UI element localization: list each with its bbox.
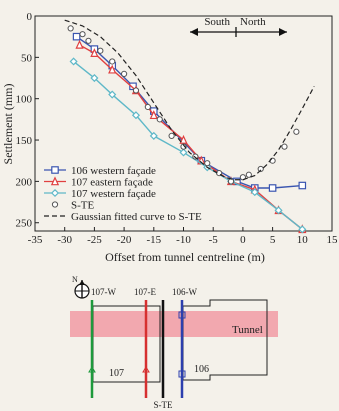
- plan-diagram: Tunnel 107 106 107-W 107-E 106-W S-TE N: [70, 275, 278, 410]
- legend-entry: 106 western façade: [44, 165, 156, 177]
- x-axis-label: Offset from tunnel centreline (m): [105, 250, 265, 264]
- data-point: [109, 58, 116, 65]
- north-arrowhead-icon: [279, 28, 287, 36]
- label-107-e: 107-E: [134, 287, 156, 297]
- tunnel-band: [70, 311, 278, 337]
- label-106-w: 106-W: [172, 287, 197, 297]
- north-label: N: [72, 275, 78, 284]
- legend-label: 107 eastern façade: [71, 177, 153, 189]
- building-107-label: 107: [109, 368, 124, 379]
- x-tick-label: -10: [176, 234, 191, 246]
- y-tick-label: 200: [16, 176, 33, 188]
- legend-entry: 107 western façade: [44, 188, 156, 200]
- legend-entry: 107 eastern façade: [44, 176, 153, 189]
- data-point: [72, 32, 81, 41]
- x-tick-label: -25: [87, 234, 102, 246]
- data-point: [108, 64, 117, 74]
- data-point: [75, 39, 84, 49]
- x-tick-label: -15: [146, 234, 161, 246]
- y-tick-label: 250: [16, 218, 33, 230]
- data-point: [298, 225, 307, 234]
- series-4: [64, 19, 315, 181]
- data-point: [179, 148, 188, 157]
- x-tick-label: -5: [209, 234, 219, 246]
- legend-label: 106 western façade: [71, 165, 156, 177]
- data-point: [149, 131, 158, 140]
- legend-entry: Gaussian fitted curve to S-TE: [44, 211, 202, 223]
- y-tick-label: 50: [21, 52, 33, 64]
- data-point: [156, 116, 163, 123]
- y-tick-label: 0: [27, 11, 33, 23]
- data-point: [245, 171, 252, 178]
- data-point: [108, 90, 117, 99]
- south-label: South: [204, 16, 230, 28]
- data-point: [90, 73, 99, 83]
- legend-swatch-marker: [51, 166, 59, 174]
- legend-swatch-marker: [51, 201, 59, 208]
- data-point: [179, 134, 188, 144]
- data-point: [227, 178, 235, 185]
- x-tick-label: -20: [117, 234, 132, 246]
- data-point: [250, 188, 259, 197]
- data-point: [239, 174, 246, 181]
- y-axis-ticks: 0 50 100 150 200 250: [16, 11, 39, 230]
- marker-106-w-top: [178, 311, 186, 319]
- x-tick-label: 0: [240, 234, 246, 246]
- north-label: North: [240, 16, 266, 28]
- label-107-w: 107-W: [91, 287, 116, 297]
- marker-106-w-bottom: [178, 370, 186, 378]
- building-106-label: 106: [194, 364, 209, 375]
- y-tick-label: 150: [16, 135, 33, 147]
- data-point: [131, 111, 141, 120]
- data-point: [149, 110, 158, 120]
- series-line: [64, 19, 315, 181]
- direction-indicator: South North: [190, 16, 287, 37]
- tunnel-label: Tunnel: [232, 324, 263, 336]
- data-point: [293, 128, 300, 135]
- x-tick-label: 5: [270, 234, 276, 246]
- x-tick-label: -35: [28, 234, 43, 246]
- series-layer: [64, 19, 315, 234]
- data-point: [85, 37, 92, 44]
- legend-label: S-TE: [71, 200, 95, 212]
- settlement-chart: -35 -30 -25 -20 -15 -10 -5 0 5 10 15 0 50 100 150 200 2…: [1, 11, 338, 264]
- series-3: [67, 25, 300, 185]
- data-point: [168, 132, 175, 140]
- data-point: [69, 57, 78, 66]
- data-point: [90, 48, 99, 58]
- legend-swatch-marker: [50, 176, 60, 186]
- data-point: [274, 206, 283, 215]
- data-point: [67, 25, 74, 32]
- legend-label: Gaussian fitted curve to S-TE: [71, 211, 202, 223]
- legend-label: 107 western façade: [71, 188, 156, 200]
- y-axis-label: Settlement (mm): [1, 84, 15, 165]
- data-point: [97, 47, 104, 54]
- south-arrowhead-icon: [190, 28, 198, 36]
- x-tick-label: -30: [57, 234, 72, 246]
- data-point: [281, 143, 288, 150]
- north-arrow-icon: N: [72, 275, 90, 299]
- data-point: [180, 143, 187, 150]
- data-point: [298, 181, 307, 190]
- data-point: [268, 184, 277, 192]
- data-point: [144, 103, 151, 111]
- data-point: [132, 87, 140, 94]
- x-axis-ticks: -35 -30 -25 -20 -15 -10 -5 0 5 10 15: [28, 227, 338, 246]
- x-tick-label: 10: [297, 234, 309, 246]
- label-s-te: S-TE: [154, 400, 174, 410]
- legend-swatch-marker: [50, 188, 60, 198]
- data-point: [204, 160, 211, 167]
- marker-107-w: [88, 366, 96, 373]
- y-tick-label: 100: [16, 94, 33, 106]
- marker-107-e: [142, 366, 150, 373]
- data-point: [257, 165, 264, 173]
- data-point: [121, 70, 128, 77]
- legend-entry: S-TE: [51, 200, 95, 212]
- building-106-outline: [182, 299, 268, 381]
- data-point: [79, 31, 86, 38]
- x-tick-label: 15: [327, 234, 339, 246]
